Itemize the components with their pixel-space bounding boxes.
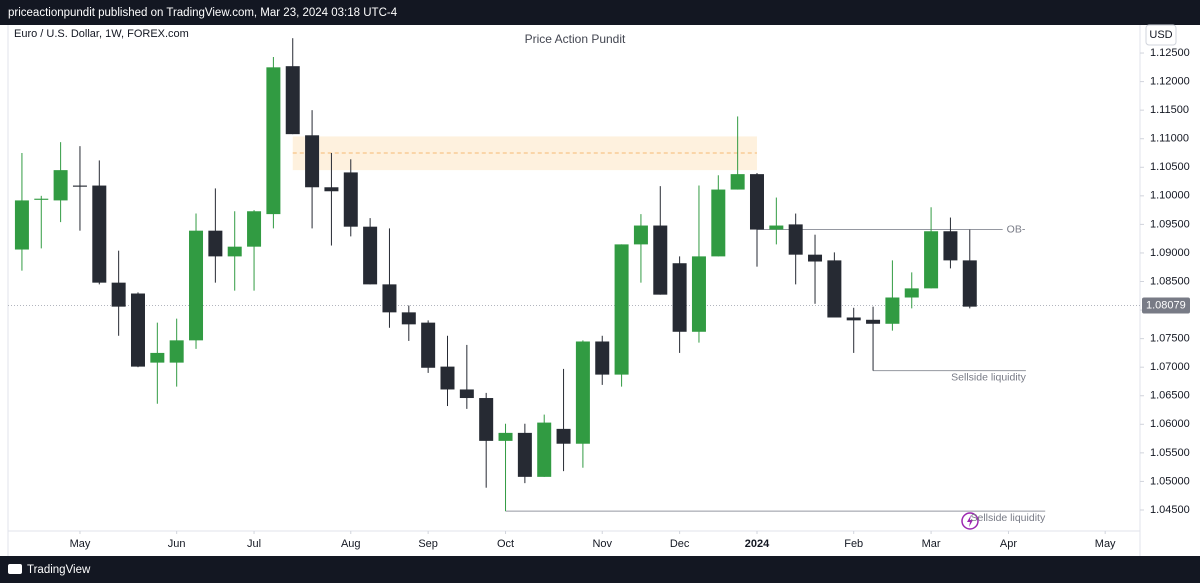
candle-body — [614, 244, 629, 375]
x-tick-label: Jun — [168, 538, 186, 550]
alert-bolt — [967, 515, 973, 527]
candle-body — [324, 187, 339, 192]
x-tick-label: Sep — [418, 538, 438, 550]
candle-body — [537, 422, 552, 477]
header-text: priceactionpundit published on TradingVi… — [8, 7, 398, 19]
last-price-badge — [1142, 297, 1190, 314]
x-tick-label: Mar — [922, 538, 941, 550]
candle-body — [34, 198, 49, 200]
candle-body — [479, 398, 494, 441]
candle-body — [866, 319, 881, 324]
candle-body — [653, 225, 668, 295]
y-tick-label: 1.05500 — [1150, 447, 1190, 459]
x-tick-label: Aug — [341, 538, 361, 550]
candle-body — [208, 230, 223, 257]
y-tick-label: 1.09500 — [1150, 218, 1190, 230]
footer-brand: TradingView — [27, 564, 91, 576]
candle-body — [189, 230, 204, 341]
level-label: Sellside liquidity — [970, 512, 1045, 524]
chart-title: Price Action Pundit — [525, 32, 626, 46]
y-tick-label: 1.04500 — [1150, 504, 1190, 516]
x-tick-label: May — [1095, 538, 1116, 550]
level-label: OB- — [1007, 223, 1026, 235]
candle-body — [943, 231, 958, 261]
candle-body — [459, 389, 474, 399]
candle-body — [72, 185, 87, 187]
candle-body — [247, 211, 262, 247]
candle-body — [885, 297, 900, 324]
x-tick-label: May — [70, 538, 91, 550]
candle-body — [904, 288, 919, 298]
candle-body — [575, 341, 590, 444]
y-tick-label: 1.10000 — [1150, 190, 1190, 202]
logo-icon — [8, 564, 22, 574]
symbol-label: Euro / U.S. Dollar, 1W, FOREX.com — [14, 28, 189, 40]
y-tick-label: 1.12500 — [1150, 47, 1190, 59]
candle-body — [691, 256, 706, 332]
y-tick-label: 1.12000 — [1150, 76, 1190, 88]
y-tick-label: 1.07500 — [1150, 333, 1190, 345]
x-tick-label: Nov — [592, 538, 612, 550]
candle-body — [305, 135, 320, 188]
y-tick-label: 1.10500 — [1150, 161, 1190, 173]
alert-icon[interactable] — [961, 512, 979, 530]
y-tick-label: 1.05000 — [1150, 475, 1190, 487]
candle-body — [962, 260, 977, 307]
candle-body — [14, 200, 29, 250]
y-tick-label: 1.08500 — [1150, 275, 1190, 287]
candle-body — [401, 312, 416, 325]
x-tick-label: Apr — [1000, 538, 1017, 550]
candle-body — [421, 322, 436, 368]
candle-body — [150, 352, 165, 363]
x-tick-label: Jul — [247, 538, 261, 550]
y-tick-label: 1.09000 — [1150, 247, 1190, 259]
x-tick-label: Feb — [844, 538, 863, 550]
footer-bar — [0, 556, 1200, 583]
candle-body — [711, 189, 726, 257]
candle-body — [382, 284, 397, 313]
candle-body — [53, 170, 68, 201]
candle-body — [788, 224, 803, 255]
candle-body — [169, 340, 184, 363]
y-tick-label: 1.11500 — [1150, 104, 1189, 116]
candle-body — [343, 172, 358, 227]
candle-body — [808, 254, 823, 262]
x-tick-label: Oct — [497, 538, 514, 550]
x-tick-label: 2024 — [745, 538, 770, 550]
candle-body — [730, 174, 745, 190]
candle-body — [827, 260, 842, 318]
y-tick-label: 1.06000 — [1150, 418, 1190, 430]
candle-body — [846, 317, 861, 321]
x-tick-label: Dec — [670, 538, 690, 550]
candle-body — [769, 225, 784, 230]
candle-body — [924, 231, 939, 289]
y-tick-label: 1.11000 — [1150, 133, 1189, 145]
candle-body — [285, 66, 300, 135]
candle-body — [92, 185, 107, 283]
y-tick-label: 1.07000 — [1150, 361, 1190, 373]
candle-body — [266, 67, 281, 215]
candle-body — [517, 432, 532, 477]
candle-body — [227, 246, 242, 257]
header-bar — [0, 0, 1200, 25]
candle-body — [672, 263, 687, 332]
currency-label: USD — [1149, 29, 1172, 41]
last-price-label: 1.08079 — [1146, 299, 1186, 311]
candle-body — [440, 366, 455, 390]
currency-box[interactable] — [1145, 24, 1177, 46]
level-label: Sellside liquidity — [951, 371, 1026, 383]
candle-body — [749, 174, 764, 230]
candle-body — [556, 428, 571, 444]
candle-body — [130, 293, 145, 367]
candle-body — [595, 341, 610, 375]
y-tick-label: 1.06500 — [1150, 390, 1190, 402]
candle-body — [363, 226, 378, 285]
candle-body — [633, 225, 648, 245]
candle-body — [111, 282, 126, 307]
candle-body — [498, 432, 513, 441]
